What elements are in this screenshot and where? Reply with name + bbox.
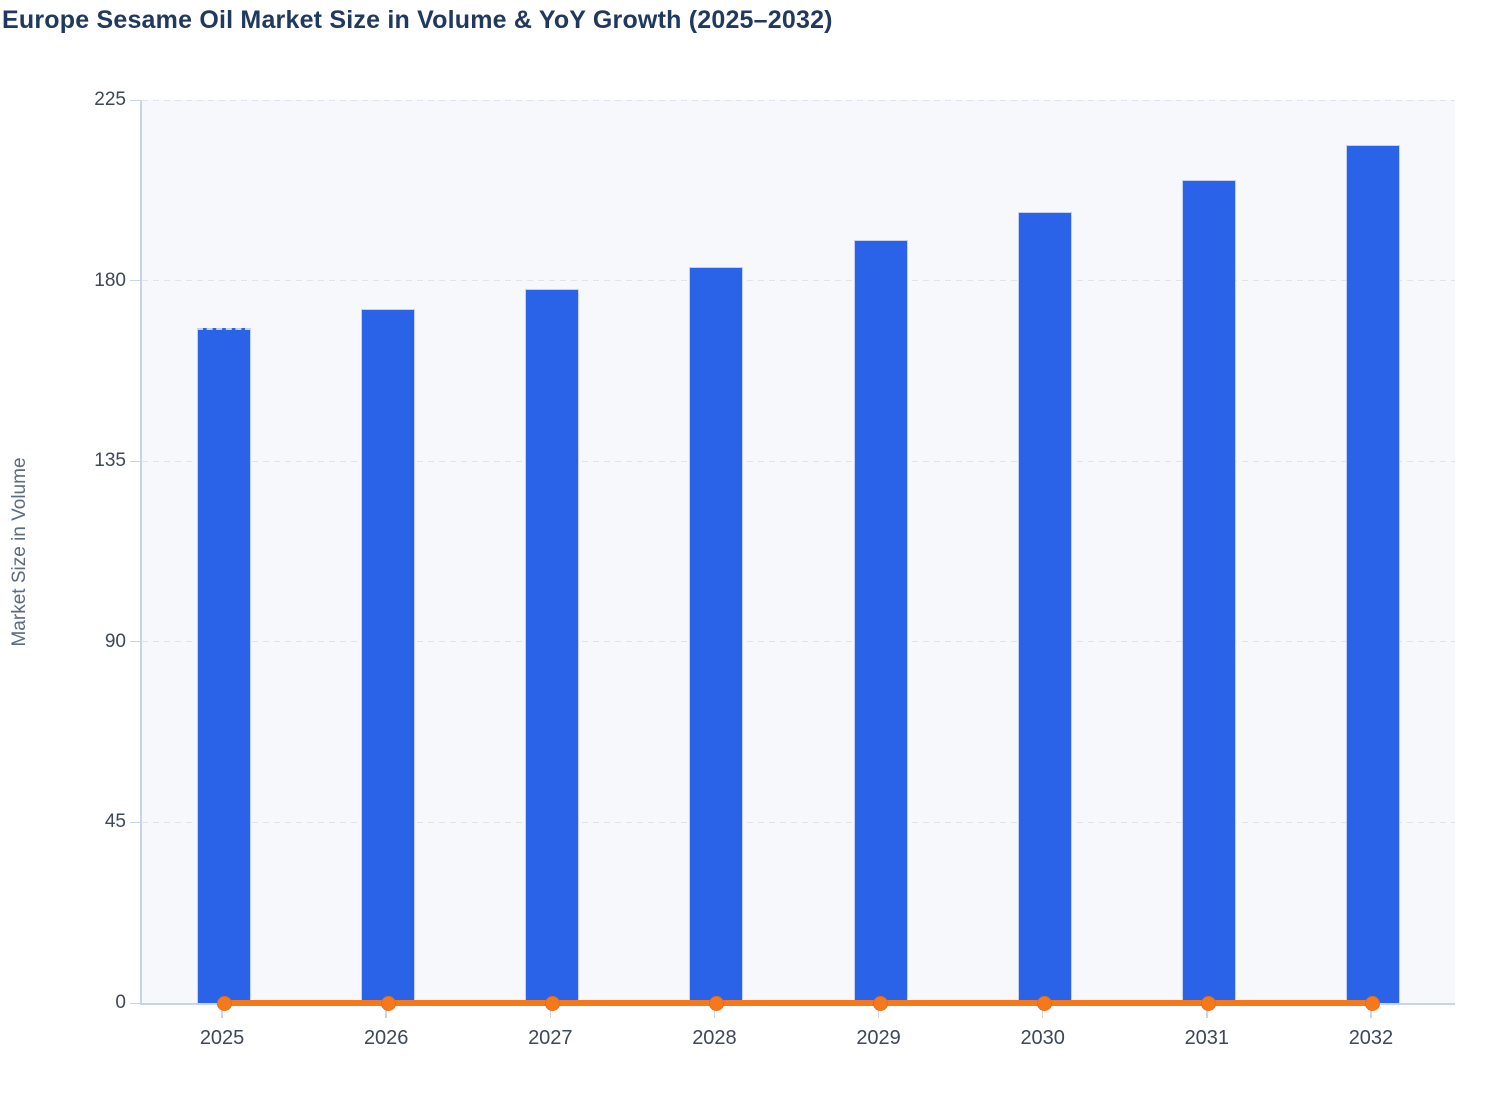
y-axis-tick xyxy=(130,641,140,643)
gridline-45 xyxy=(142,821,1455,823)
yoy-marker-2025[interactable] xyxy=(216,995,232,1011)
bar-2032[interactable] xyxy=(1345,144,1400,1003)
x-axis-label-2029: 2029 xyxy=(856,1027,901,1049)
x-axis-tick-2030 xyxy=(1041,1007,1044,1018)
x-axis-tick-2027 xyxy=(549,1007,552,1018)
gridline-135 xyxy=(142,460,1455,462)
x-axis-tick-2032 xyxy=(1370,1007,1372,1018)
bar-2025[interactable] xyxy=(197,327,252,1003)
y-axis-title: Market Size in Volume xyxy=(9,457,30,647)
y-axis-tick xyxy=(130,280,140,282)
x-axis-label-2031: 2031 xyxy=(1184,1027,1230,1049)
y-tick-label-225: 225 xyxy=(94,89,126,110)
x-axis-tick-2028 xyxy=(713,1007,716,1018)
y-tick-label-0: 0 xyxy=(115,992,126,1013)
yoy-growth-line[interactable] xyxy=(224,1000,1373,1006)
chart-title: Europe Sesame Oil Market Size in Volume … xyxy=(2,6,833,34)
yoy-marker-2030[interactable] xyxy=(1037,995,1053,1011)
gridline-90 xyxy=(142,641,1455,643)
yoy-marker-2031[interactable] xyxy=(1201,995,1217,1011)
gridline-180 xyxy=(142,280,1455,282)
yoy-marker-2026[interactable] xyxy=(380,995,396,1011)
x-axis-tick-2029 xyxy=(877,1007,880,1018)
y-axis-tick xyxy=(130,1002,140,1004)
yoy-marker-2027[interactable] xyxy=(544,995,560,1011)
y-tick-label-45: 45 xyxy=(104,811,126,833)
x-axis-tick-2031 xyxy=(1206,1007,1208,1018)
yoy-marker-2032[interactable] xyxy=(1365,995,1381,1011)
y-axis-tick xyxy=(130,460,140,462)
yoy-marker-2029[interactable] xyxy=(873,995,889,1011)
x-axis-label-2032: 2032 xyxy=(1348,1027,1394,1049)
bar-2027[interactable] xyxy=(525,289,580,1003)
y-tick-label-180: 180 xyxy=(94,269,126,291)
x-axis-label-2026: 2026 xyxy=(363,1027,409,1049)
bar-2026[interactable] xyxy=(361,309,416,1003)
x-axis-label-2025: 2025 xyxy=(199,1027,245,1049)
yoy-marker-2028[interactable] xyxy=(708,995,724,1011)
gridline-225 xyxy=(142,99,1455,101)
y-tick-label-90: 90 xyxy=(104,630,126,652)
bar-2028[interactable] xyxy=(689,266,744,1003)
plot-area xyxy=(140,99,1455,1011)
x-axis-tick-2026 xyxy=(385,1007,387,1018)
y-axis-tick xyxy=(130,99,140,101)
x-axis-tick-2025 xyxy=(221,1007,223,1018)
bar-2029[interactable] xyxy=(853,240,908,1003)
x-axis-label-2030: 2030 xyxy=(1020,1027,1065,1049)
x-axis-label-2027: 2027 xyxy=(528,1027,573,1049)
y-axis-tick xyxy=(130,821,140,823)
x-axis-label-2028: 2028 xyxy=(692,1027,737,1049)
bar-2030[interactable] xyxy=(1017,212,1072,1003)
y-tick-label-135: 135 xyxy=(94,450,126,472)
bar-2031[interactable] xyxy=(1181,179,1236,1003)
